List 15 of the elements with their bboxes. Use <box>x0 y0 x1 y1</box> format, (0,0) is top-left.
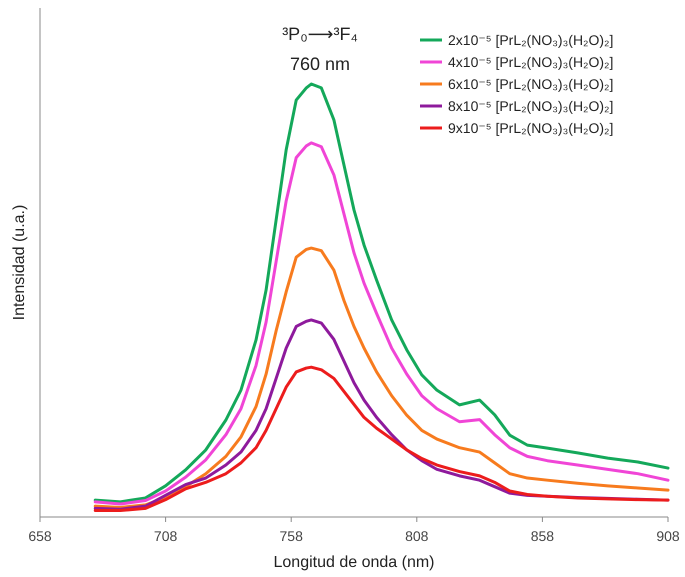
x-tick-label: 758 <box>280 528 304 544</box>
x-axis-title: Longitud de onda (nm) <box>274 554 434 571</box>
legend-label: 6x10⁻⁵ [PrL₂(NO₃)₃(H₂O)₂] <box>448 76 614 92</box>
x-tick-label: 658 <box>28 528 52 544</box>
legend-label: 4x10⁻⁵ [PrL₂(NO₃)₃(H₂O)₂] <box>448 54 614 70</box>
y-axis-title: Intensidad (u.a.) <box>11 204 28 320</box>
legend-label: 2x10⁻⁵ [PrL₂(NO₃)₃(H₂O)₂] <box>448 32 614 48</box>
text: ³P₀⟶³F₄ <box>282 24 358 44</box>
legend-label: 8x10⁻⁵ [PrL₂(NO₃)₃(H₂O)₂] <box>448 98 614 114</box>
x-tick-label: 708 <box>154 528 178 544</box>
x-tick-label: 808 <box>405 528 429 544</box>
x-tick-label: 858 <box>530 528 554 544</box>
text: 760 nm <box>290 54 350 74</box>
x-tick-label: 908 <box>656 528 680 544</box>
legend-label: 9x10⁻⁵ [PrL₂(NO₃)₃(H₂O)₂] <box>448 120 614 136</box>
